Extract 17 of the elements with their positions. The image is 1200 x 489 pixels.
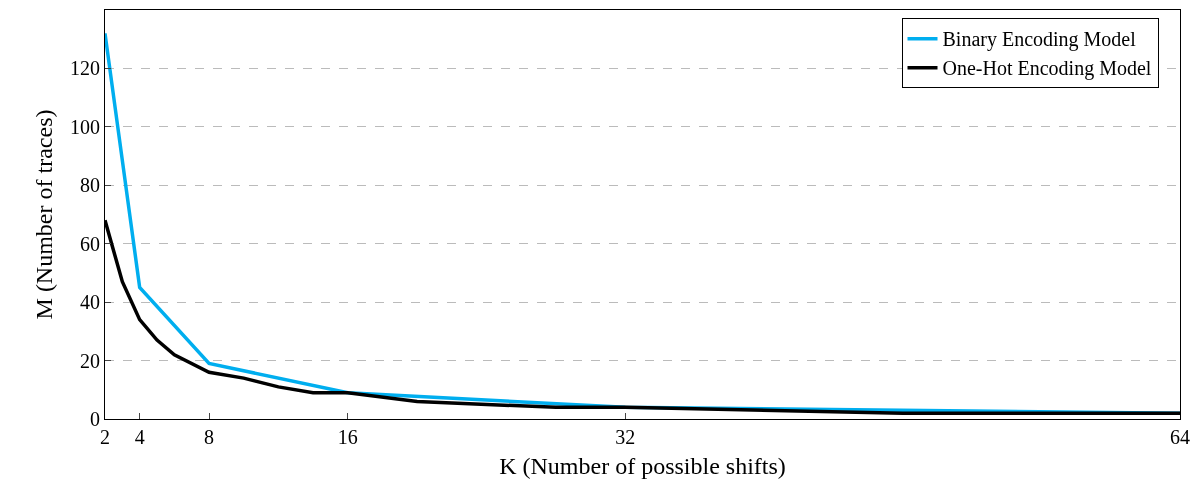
y-tick-label: 40 (80, 291, 100, 314)
legend-label: One-Hot Encoding Model (942, 57, 1152, 81)
y-tick-label: 0 (90, 408, 100, 430)
x-tick-label: 8 (204, 426, 215, 448)
y-axis-title: M (Number of traces) (31, 109, 58, 320)
x-tick-label: 32 (615, 426, 636, 448)
y-tick-label: 20 (80, 349, 100, 372)
x-axis-title: K (Number of possible shifts) (499, 453, 786, 480)
y-tick-label: 80 (80, 174, 100, 197)
legend-label: Binary Encoding Model (942, 28, 1137, 52)
x-tick-label: 64 (1170, 426, 1190, 448)
y-tick-label: 120 (70, 57, 100, 80)
x-tick-label: 2 (100, 426, 110, 448)
y-tick-label: 60 (80, 232, 100, 255)
x-tick-label: 4 (134, 426, 145, 448)
y-tick-label: 100 (70, 115, 100, 138)
x-tick-label: 16 (337, 426, 358, 448)
